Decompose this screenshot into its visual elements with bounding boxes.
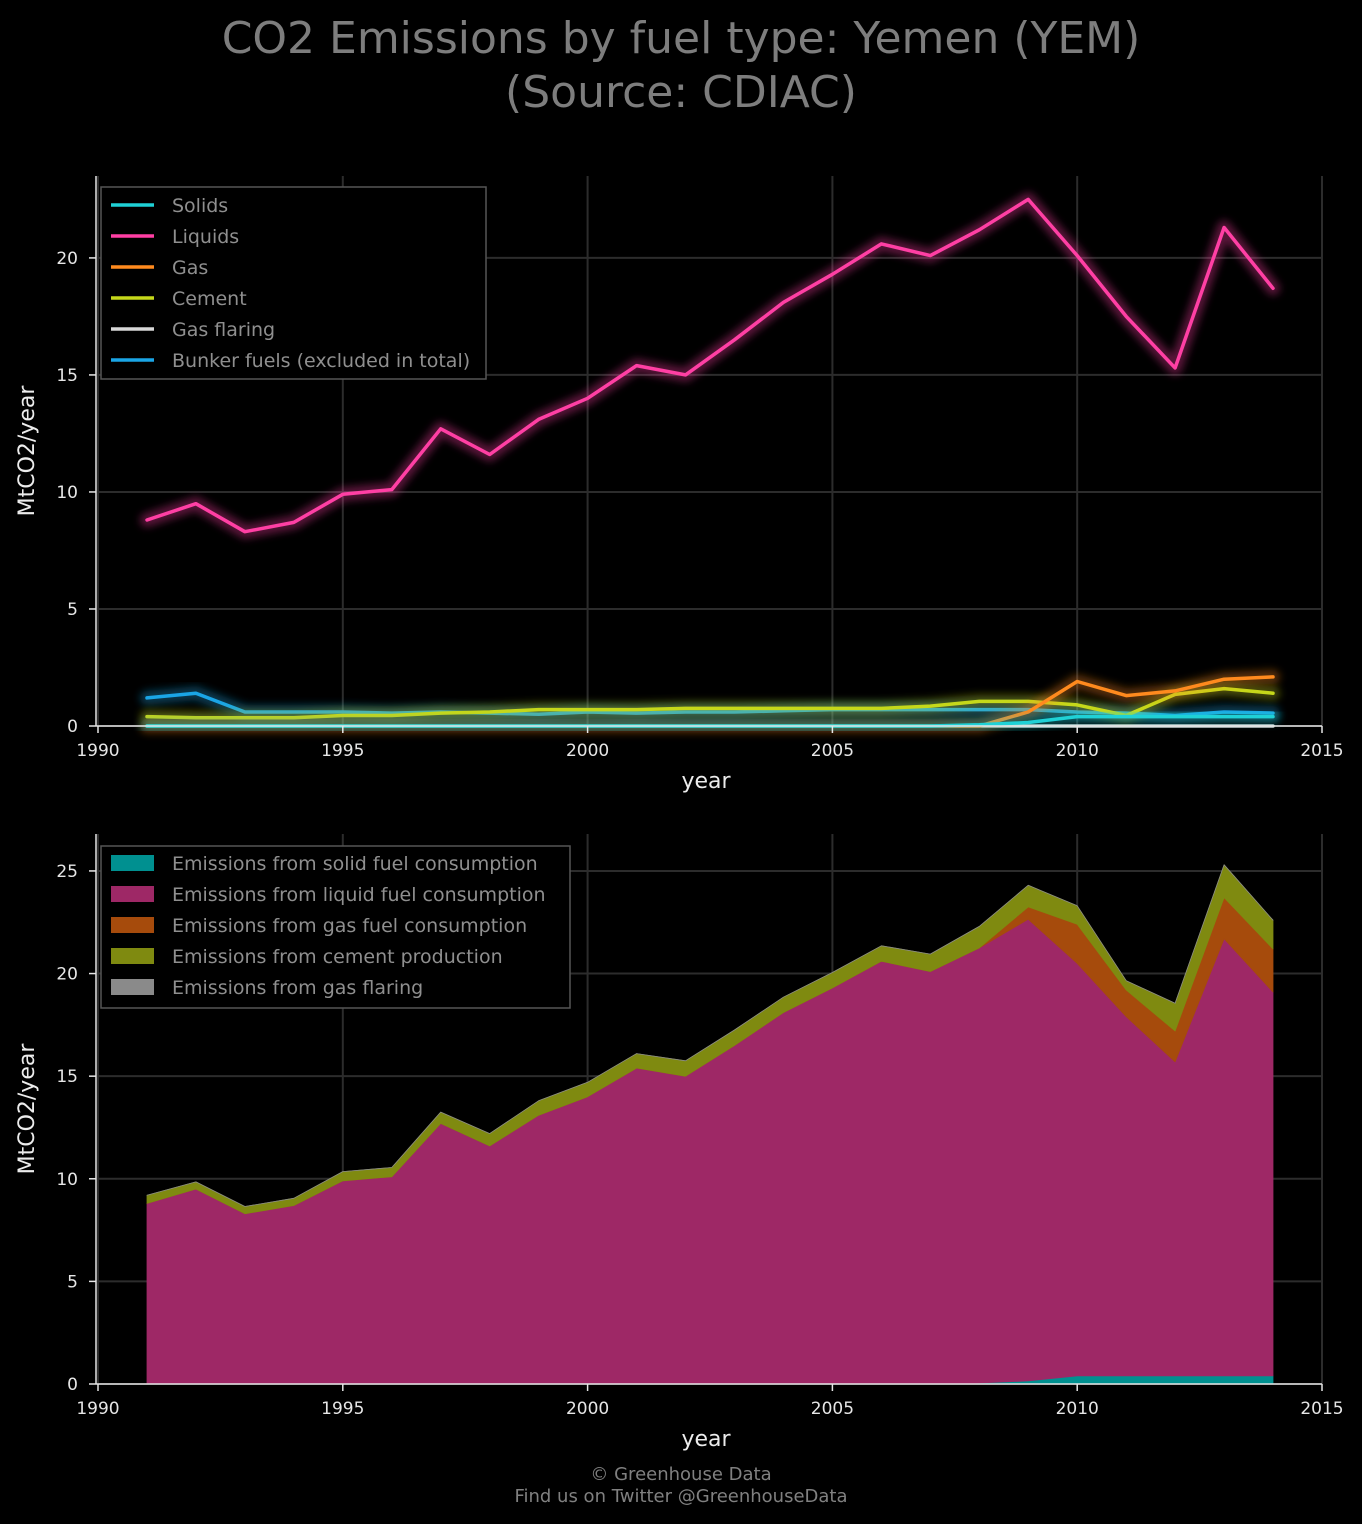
legend-label-emissions-from-gas-fuel-consumption: Emissions from gas fuel consumption: [172, 915, 527, 937]
chart-title: CO2 Emissions by fuel type: Yemen (YEM) …: [0, 12, 1362, 120]
chart1-xtick-label-2015: 2015: [1300, 741, 1343, 761]
chart2-xtick-label-1995: 1995: [321, 1399, 364, 1419]
legend-label-emissions-from-liquid-fuel-consumption: Emissions from liquid fuel consumption: [172, 884, 546, 906]
chart1-ytick-label-10: 10: [56, 483, 78, 503]
chart1-ytick-label-5: 5: [67, 600, 78, 620]
chart2-axes: 1990 1995 2000 2005 2010 2015 0 5 10 15 20 25 year Mt…: [15, 834, 1344, 1452]
legend-label-emissions-from-cement-production: Emissions from cement production: [172, 946, 503, 968]
chart2-y-axis-label: MtCO2/year: [15, 1043, 40, 1175]
legend-swatch-emissions-from-gas-flaring: [111, 979, 154, 995]
chart1-xtick-label-2005: 2005: [811, 741, 854, 761]
chart2-legend: Emissions from solid fuel consumption Emi…: [100, 845, 571, 1009]
chart1-xtick-label-1995: 1995: [321, 741, 364, 761]
chart1-ytick-label-0: 0: [67, 717, 78, 737]
chart1-axes: 1990 1995 2000 2005 2010 2015 0 5 10 15 20 year MtCO…: [15, 176, 1344, 794]
chart2-legend-box: [100, 845, 571, 1009]
chart2-ytick-label-10: 10: [56, 1170, 78, 1190]
legend-label-cement: Cement: [172, 288, 247, 310]
footer-line2: Find us on Twitter @GreenhouseData: [514, 1486, 848, 1507]
legend-swatch-emissions-from-gas-fuel-consumption: [111, 917, 154, 933]
chart2-ytick-label-20: 20: [56, 965, 78, 985]
legend-label-solids: Solids: [172, 195, 228, 217]
chart2-xtick-label-2005: 2005: [811, 1399, 854, 1419]
legend-label-emissions-from-gas-flaring: Emissions from gas flaring: [172, 977, 423, 999]
series-cement: [140, 681, 1280, 725]
chart1-x-axis-label: year: [681, 769, 731, 794]
chart-title-line1: CO2 Emissions by fuel type: Yemen (YEM): [221, 13, 1141, 64]
chart2-ytick-label-5: 5: [67, 1272, 78, 1292]
legend-label-liquids: Liquids: [172, 226, 239, 248]
chart1-y-axis-label: MtCO2/year: [15, 385, 40, 517]
chart2-xtick-label-2000: 2000: [566, 1399, 609, 1419]
chart1-ytick-label-20: 20: [56, 249, 78, 269]
line-chart: 1990 1995 2000 2005 2010 2015 0 5 10 15 20 year MtCO…: [15, 176, 1344, 794]
stacked-area-chart: 1990 1995 2000 2005 2010 2015 0 5 10 15 20 25 year Mt…: [15, 834, 1344, 1452]
chart1-legend: Solids Liquids Gas Cement Gas flaring Bunker …: [100, 186, 487, 380]
footer-credit: © Greenhouse Data Find us on Twitter @Gr…: [0, 1464, 1362, 1508]
chart2-xtick-label-1990: 1990: [76, 1399, 119, 1419]
legend-label-gas-flaring: Gas flaring: [172, 319, 275, 341]
legend-swatch-emissions-from-cement-production: [111, 948, 154, 964]
chart1-xtick-label-1990: 1990: [76, 741, 119, 761]
chart2-ytick-label-15: 15: [56, 1067, 78, 1087]
chart2-ytick-label-0: 0: [67, 1375, 78, 1395]
area-emissions-from-gas-flaring: [146, 864, 1274, 1207]
chart2-x-axis-label: year: [681, 1427, 731, 1452]
legend-swatch-emissions-from-solid-fuel-consumption: [111, 855, 154, 871]
chart1-xtick-label-2010: 2010: [1056, 741, 1099, 761]
legend-label-gas: Gas: [172, 257, 208, 279]
series-cement-line: [145, 686, 1275, 720]
chart2-xtick-label-2010: 2010: [1056, 1399, 1099, 1419]
chart1-ytick-label-15: 15: [56, 366, 78, 386]
legend-label-bunker-fuels-excluded-in-total: Bunker fuels (excluded in total): [172, 350, 470, 372]
chart1-legend-box: [100, 186, 487, 380]
chart-title-line2: (Source: CDIAC): [505, 67, 857, 118]
chart2-xtick-label-2015: 2015: [1300, 1399, 1343, 1419]
series-liquids: [140, 192, 1280, 539]
chart1-xtick-label-2000: 2000: [566, 741, 609, 761]
legend-label-emissions-from-solid-fuel-consumption: Emissions from solid fuel consumption: [172, 853, 538, 875]
legend-swatch-emissions-from-liquid-fuel-consumption: [111, 886, 154, 902]
series-liquids-line: [145, 197, 1275, 534]
chart2-ytick-label-25: 25: [56, 862, 78, 882]
footer-line1: © Greenhouse Data: [590, 1464, 772, 1485]
